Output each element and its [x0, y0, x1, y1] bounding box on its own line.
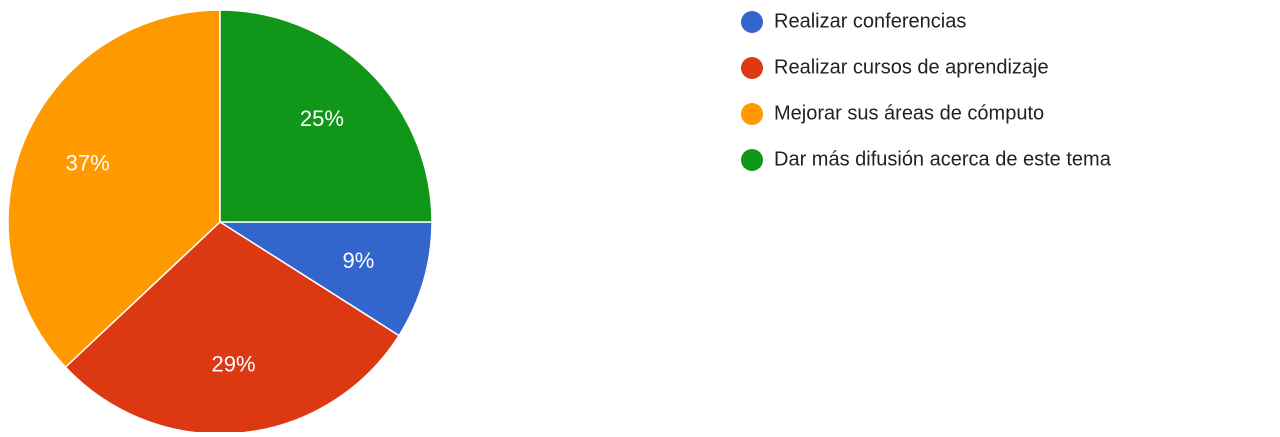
- pie-slice: [219, 9, 433, 223]
- legend-text: Realizar cursos de aprendizaje: [774, 56, 1049, 78]
- legend-swatch: [741, 103, 763, 125]
- legend-swatch: [741, 57, 763, 79]
- legend-text: Dar más difusión acerca de este tema: [774, 148, 1112, 170]
- pie-slice: [7, 9, 221, 369]
- legend-text: Mejorar sus áreas de cómputo: [774, 102, 1044, 124]
- slice-label: 9%: [343, 248, 375, 273]
- legend-text: Realizar conferencias: [774, 10, 966, 32]
- legend-swatch: [741, 149, 763, 171]
- slice-label: 37%: [66, 151, 110, 176]
- legend-swatch: [741, 11, 763, 33]
- slice-label: 25%: [300, 106, 344, 131]
- pie-slice: [217, 221, 433, 337]
- slice-label: 29%: [212, 351, 256, 376]
